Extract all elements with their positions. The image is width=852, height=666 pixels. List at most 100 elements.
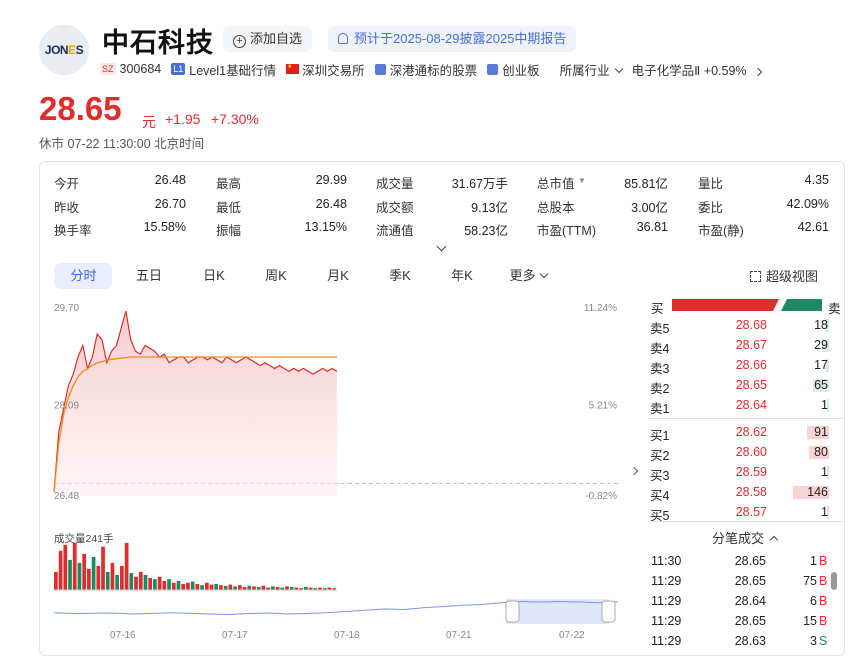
volume-bar <box>200 585 204 590</box>
volume-bar <box>813 379 829 392</box>
ticks-scrollbar[interactable] <box>831 572 837 590</box>
level-label: 买4 <box>650 489 670 503</box>
stat-label: 成交量 <box>376 177 414 191</box>
add-favorite-button[interactable]: + 添加自选 <box>223 26 313 52</box>
exchange-label: 深圳交易所 <box>302 63 365 78</box>
volume-bar <box>280 587 285 590</box>
volume-bar <box>303 586 308 590</box>
level-volume: 1 <box>821 505 828 519</box>
industry-link[interactable]: 电子化学品Ⅱ +0.59% <box>632 60 762 79</box>
tick-time: 11:29 <box>651 594 682 608</box>
volume-bar <box>87 568 91 590</box>
volume-bar <box>143 574 148 590</box>
tab-label: 年K <box>451 268 473 283</box>
volume-bar <box>153 579 157 590</box>
tab-2[interactable]: 日K <box>188 263 240 289</box>
level-volume: 91 <box>814 425 828 439</box>
volume-bar <box>313 588 318 590</box>
level-label: 买3 <box>650 469 670 483</box>
volume-bar <box>294 587 299 590</box>
sell-label: 卖 <box>828 302 841 316</box>
stat-label: 换手率 <box>54 224 92 238</box>
tab-5[interactable]: 季K <box>374 263 426 289</box>
volume-bar <box>809 446 829 459</box>
market-status: 休市 07-22 11:30:00 北京时间 <box>39 133 204 152</box>
volume-bar <box>124 543 129 590</box>
intraday-chart[interactable]: 29.70 28.09 26.48 11.24% 5.21% -0.82% 成交量241手 0… <box>50 297 620 652</box>
super-view-button[interactable]: 超级视图 <box>750 266 818 285</box>
volume-bar <box>214 583 219 590</box>
connect-icon <box>374 63 386 75</box>
stat-value: 42.09% <box>786 197 829 211</box>
book-divider <box>648 521 843 522</box>
stat-value: 85.81亿 <box>624 177 668 191</box>
market-tag: SZ <box>100 63 116 75</box>
tick-time: 11:29 <box>651 634 682 648</box>
volume-bar <box>825 319 829 332</box>
level-label: 卖2 <box>650 382 670 396</box>
stat-label: 市盈(TTM) <box>537 224 597 238</box>
volume-bar <box>72 543 77 590</box>
volume-bar <box>327 587 332 590</box>
level-tag: L1 <box>171 63 186 75</box>
volume-bar <box>171 582 176 590</box>
level-label: 卖4 <box>650 342 670 356</box>
volume-bar <box>195 583 200 590</box>
level-price: 28.59 <box>735 465 767 479</box>
volume-bar <box>167 579 171 590</box>
tab-3[interactable]: 周K <box>250 263 302 289</box>
timeline-handle[interactable] <box>601 600 616 623</box>
stat-value: 4.35 <box>804 173 829 187</box>
level-label[interactable]: Level1基础行情 <box>189 63 277 78</box>
volume-bar <box>793 486 829 499</box>
volume-bar <box>270 586 275 590</box>
market-status-text: 休市 <box>39 137 65 151</box>
tick-price: 28.65 <box>734 574 766 588</box>
stock-name: 中石科技 <box>102 28 214 58</box>
volume-bar <box>204 582 209 590</box>
volume-bar <box>827 399 829 412</box>
stat-label: 昨收 <box>54 201 80 215</box>
stat-label: 最高 <box>216 177 242 191</box>
level-volume: 65 <box>814 378 828 392</box>
china-flag-icon <box>286 63 300 74</box>
volume-bar <box>162 580 167 590</box>
tab-7[interactable]: 更多 <box>500 263 556 289</box>
stat-value: 29.99 <box>315 173 347 187</box>
price-unit: 元 <box>142 114 156 130</box>
stat-value: 9.13亿 <box>471 201 508 215</box>
tick-time: 11:30 <box>651 554 682 568</box>
volume-bar <box>110 562 115 590</box>
timeline-handle[interactable] <box>505 600 520 623</box>
volume-bar <box>54 571 58 590</box>
tab-0[interactable]: 分时 <box>55 263 112 289</box>
volume-bar <box>77 562 82 590</box>
sell-ratio-fill <box>781 299 822 311</box>
volume-bar <box>157 576 162 590</box>
industry-dropdown[interactable]: 所属行业 <box>560 60 626 79</box>
y-axis-label: 28.09 <box>54 401 79 412</box>
stat-value: 26.48 <box>315 197 347 211</box>
volume-bar <box>91 556 96 590</box>
tab-4[interactable]: 月K <box>312 263 364 289</box>
stat-value: 13.15% <box>304 220 347 234</box>
book-divider <box>648 418 843 419</box>
volume-bar <box>289 586 294 590</box>
volume-bar <box>266 587 270 590</box>
price-change-pct: +7.30% <box>211 111 259 127</box>
tab-1[interactable]: 五日 <box>123 263 175 289</box>
tab-label: 五日 <box>135 268 162 283</box>
level-price: 28.62 <box>735 425 767 439</box>
ticks-header[interactable]: 分笔成交 <box>712 528 779 547</box>
tab-label: 月K <box>327 268 349 283</box>
volume-bar <box>219 585 223 590</box>
timeline-trend <box>53 600 619 616</box>
level-price: 28.58 <box>735 485 767 499</box>
level-volume: 17 <box>814 358 828 372</box>
add-favorite-label: 添加自选 <box>250 31 303 46</box>
stat-label: 总市值 <box>537 177 575 191</box>
level-price: 28.65 <box>735 378 767 392</box>
tick-price: 28.63 <box>734 634 766 648</box>
earnings-notice-link[interactable]: 预计于2025-08-29披露2025中期报告 <box>328 26 577 52</box>
tab-6[interactable]: 年K <box>436 263 488 289</box>
